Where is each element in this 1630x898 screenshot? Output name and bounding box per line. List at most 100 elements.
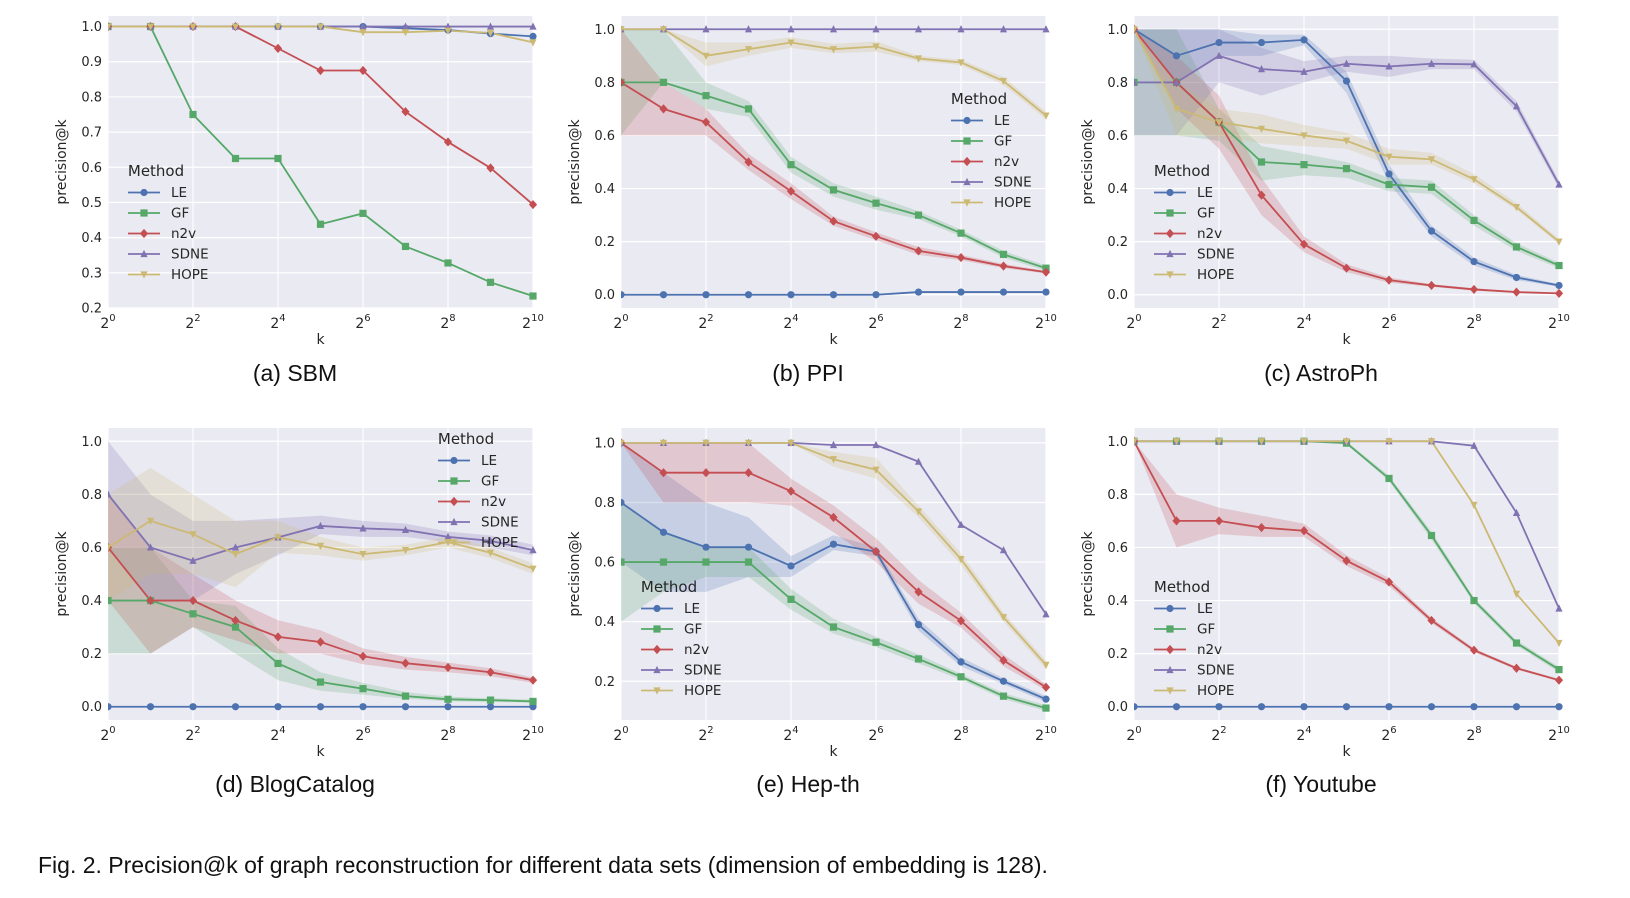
data-point-gf — [659, 558, 668, 566]
data-point-n2v — [956, 252, 966, 263]
data-point-sdne — [1134, 78, 1138, 86]
chart-svg: 0.0 0.2 0.4 0.6 0.8 1.0 20 22 24 26 28 210 k precisio… — [1080, 428, 1570, 760]
data-point-gf — [829, 186, 838, 194]
y-tick-label: 0.0 — [594, 288, 615, 303]
data-point-n2v — [871, 547, 881, 557]
data-point-hope — [529, 565, 537, 573]
subplot-hepth: 0.2 0.4 0.6 0.8 1.0 20 22 24 26 28 210 k precision@k… — [553, 422, 1063, 762]
x-tick-label: 210 — [522, 313, 544, 332]
data-point-gf — [787, 161, 795, 169]
y-axis-label: precision@k — [567, 118, 583, 204]
data-point-le — [1215, 703, 1223, 711]
subplot-sbm: 0.2 0.3 0.4 0.5 0.6 0.7 0.8 0.9 1.0 20 22 24 26 28 210… — [40, 10, 550, 350]
x-tick-label: 22 — [698, 313, 713, 332]
plot-area — [1134, 24, 1564, 298]
data-point-hope — [1257, 438, 1266, 446]
data-point-le — [1427, 227, 1436, 235]
data-point-sdne — [316, 521, 325, 530]
legend: Method LE GF n2v SDNE HOPE — [128, 162, 209, 283]
legend-label-hope: HOPE — [171, 267, 208, 283]
legend-title: Method — [1154, 578, 1210, 596]
y-tick-label: 0.2 — [594, 675, 615, 690]
y-tick-label: 0.9 — [81, 55, 102, 70]
data-point-sdne — [529, 22, 537, 30]
data-point-hope — [1257, 125, 1266, 133]
data-point-hope — [529, 39, 537, 47]
confidence-band-n2v — [621, 442, 1046, 691]
legend-label-n2v: n2v — [481, 494, 506, 510]
legend-label-gf: GF — [481, 474, 499, 490]
data-point-le — [744, 291, 753, 299]
confidence-band-sdne — [108, 441, 533, 601]
data-point-gf — [999, 692, 1008, 700]
data-point-n2v — [188, 595, 198, 606]
data-point-n2v — [528, 199, 538, 210]
data-point-gf — [744, 558, 753, 566]
data-point-le — [529, 32, 537, 41]
legend: Method LE GF n2v SDNE HOPE — [438, 430, 519, 551]
data-point-sdne — [914, 25, 923, 33]
x-tick-label: 20 — [100, 313, 115, 332]
data-point-sdne — [486, 22, 495, 30]
data-point-le — [1215, 38, 1223, 47]
data-point-gf — [1470, 596, 1478, 605]
legend-marker-hope — [140, 271, 148, 279]
legend-label-gf: GF — [684, 622, 702, 638]
data-point-hope — [1134, 438, 1138, 446]
data-point-n2v — [659, 104, 668, 114]
data-point-le — [1172, 703, 1181, 711]
y-tick-label: 0.4 — [81, 231, 102, 246]
y-tick-label: 0.8 — [594, 496, 615, 511]
x-tick-label: 20 — [613, 725, 628, 744]
chart-svg: 0.0 0.2 0.4 0.6 0.8 1.0 20 22 24 26 28 210 k precisio… — [567, 16, 1057, 348]
data-point-hope — [189, 531, 197, 539]
data-point-hope — [1172, 438, 1181, 446]
y-tick-label: 0.4 — [81, 594, 102, 609]
data-point-hope — [1042, 661, 1050, 669]
x-tick-label: 26 — [1381, 725, 1396, 744]
x-tick-label: 24 — [270, 725, 285, 744]
data-point-hope — [1042, 112, 1050, 120]
data-point-hope — [401, 547, 410, 555]
data-point-n2v — [914, 587, 923, 597]
data-point-le — [1042, 695, 1050, 703]
x-tick-label: 20 — [1126, 725, 1141, 744]
legend-label-le: LE — [1197, 185, 1213, 201]
data-point-le — [999, 288, 1008, 296]
legend-label-n2v: n2v — [1197, 226, 1222, 242]
data-point-sdne — [529, 546, 537, 554]
data-point-hope — [1385, 438, 1393, 446]
plot-area — [108, 21, 538, 300]
data-point-sdne — [1257, 64, 1266, 73]
x-tick-label: 26 — [868, 725, 883, 744]
data-point-hope — [914, 55, 923, 63]
x-tick-label: 26 — [355, 313, 370, 332]
data-point-hope — [914, 508, 923, 516]
legend-label-hope: HOPE — [1197, 683, 1234, 699]
data-point-hope — [1470, 501, 1478, 510]
legend-label-n2v: n2v — [171, 226, 196, 242]
data-point-hope — [444, 27, 452, 35]
data-point-le — [829, 291, 838, 299]
data-point-gf — [829, 623, 838, 631]
data-point-n2v — [231, 615, 240, 626]
data-point-gf — [702, 558, 710, 566]
data-point-le — [787, 291, 795, 299]
data-point-n2v — [999, 261, 1008, 271]
data-point-gf — [659, 78, 668, 86]
subplot-blogcatalog: 0.0 0.2 0.4 0.6 0.8 1.0 20 22 24 26 28 210 k precisio… — [40, 422, 550, 762]
data-point-sdne — [744, 25, 753, 33]
subcaption-astroph: (c) AstroPh — [1264, 360, 1378, 386]
y-tick-label: 0.2 — [81, 647, 102, 662]
legend: Method LE GF n2v SDNE HOPE — [951, 90, 1032, 211]
legend-marker-hope — [1166, 687, 1174, 695]
confidence-band-gf — [621, 29, 1046, 271]
data-point-gf — [486, 696, 495, 704]
data-point-hope — [1172, 105, 1181, 114]
y-tick-label: 0.4 — [1107, 594, 1128, 609]
x-tick-label: 26 — [868, 313, 883, 332]
data-point-hope — [1215, 119, 1223, 127]
data-point-hope — [829, 456, 838, 464]
x-axis-label: k — [1342, 744, 1351, 760]
data-point-hope — [486, 29, 495, 37]
